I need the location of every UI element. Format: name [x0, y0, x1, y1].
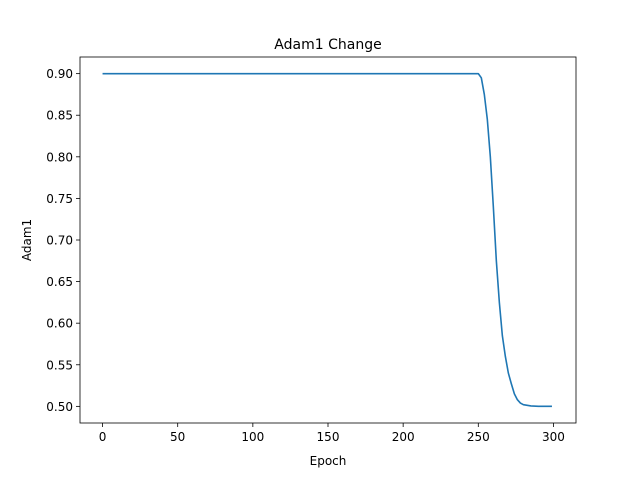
y-tick-label: 0.75	[46, 192, 73, 206]
chart-title: Adam1 Change	[274, 37, 381, 53]
y-tick-label: 0.70	[46, 234, 73, 248]
y-tick-label: 0.60	[46, 317, 73, 331]
y-tick-label: 0.50	[46, 400, 73, 414]
y-tick-label: 0.85	[46, 109, 73, 123]
x-axis: 0 50 100 150 200 250 300	[99, 423, 565, 444]
x-tick-label: 250	[467, 430, 490, 444]
plot-area	[79, 56, 577, 424]
y-tick-label: 0.90	[46, 67, 73, 81]
x-tick-label: 300	[542, 430, 565, 444]
x-tick-label: 100	[241, 430, 264, 444]
y-tick-label: 0.80	[46, 150, 73, 164]
y-axis-label: Adam1	[20, 219, 34, 261]
y-axis: 0.50 0.55 0.60 0.65 0.70 0.75 0.80 0.85 0.90	[46, 67, 80, 414]
series-line-0	[102, 72, 552, 408]
plot-frame	[79, 56, 577, 424]
x-tick-label: 200	[392, 430, 415, 444]
y-tick-label: 0.55	[46, 358, 73, 372]
y-tick-label: 0.65	[46, 275, 73, 289]
x-tick-label: 150	[317, 430, 340, 444]
x-tick-label: 0	[99, 430, 107, 444]
x-axis-label: Epoch	[310, 454, 347, 468]
x-tick-label: 50	[170, 430, 185, 444]
